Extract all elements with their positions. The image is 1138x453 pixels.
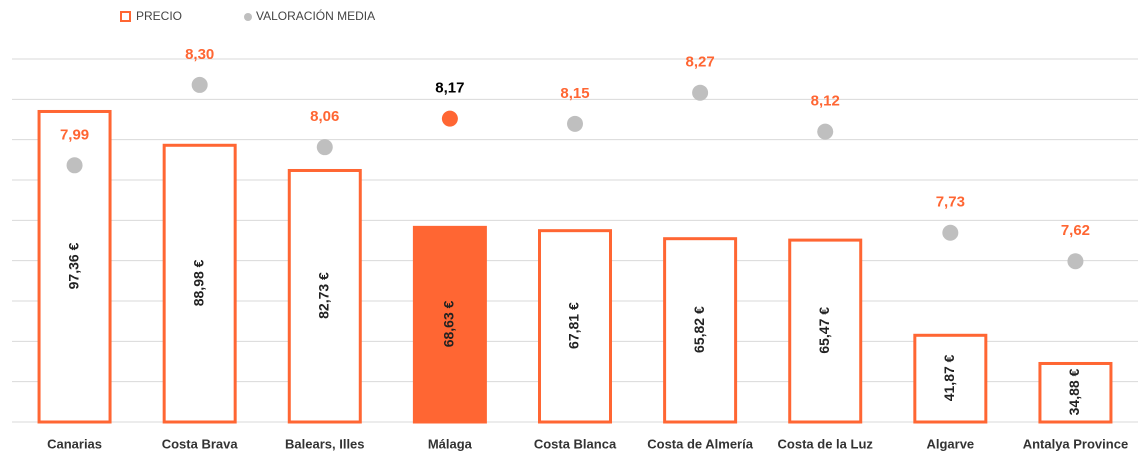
x-tick-label: Antalya Province <box>1023 436 1129 451</box>
x-tick-label: Costa Brava <box>162 436 239 451</box>
dot-label: 8,12 <box>811 93 840 110</box>
dot <box>316 139 333 156</box>
bar <box>287 168 362 424</box>
x-tick-label: Balears, Illes <box>285 436 365 451</box>
legend-swatch <box>120 11 131 22</box>
dot-label: 7,73 <box>936 194 965 211</box>
legend-label: VALORACIÓN MEDIA <box>256 8 375 23</box>
bar <box>162 143 237 424</box>
bar-label: 41,87 € <box>941 354 957 401</box>
bar <box>1038 361 1113 424</box>
dot <box>66 157 83 174</box>
x-tick-label: Costa Blanca <box>534 436 617 451</box>
bar-label: 97,36 € <box>65 242 81 289</box>
bar-label: 65,47 € <box>816 307 832 354</box>
legend-swatch <box>244 13 252 21</box>
bar <box>663 237 738 424</box>
legend-label: PRECIO <box>136 9 182 23</box>
dot <box>817 123 834 140</box>
dot-label: 8,06 <box>310 108 339 125</box>
dot <box>441 110 458 127</box>
x-tick-label: Costa de Almería <box>647 436 753 451</box>
bar-label: 34,88 € <box>1066 368 1082 415</box>
dot-label: 8,15 <box>560 85 589 102</box>
bar-label: 67,81 € <box>566 302 582 349</box>
bar-label: 68,63 € <box>441 300 457 347</box>
x-tick-label: Málaga <box>428 436 473 451</box>
bar-label: 82,73 € <box>315 272 331 319</box>
bar <box>412 225 487 424</box>
dot <box>567 115 583 132</box>
dot-label: 8,27 <box>686 54 715 71</box>
bar <box>538 229 612 424</box>
dot-label: 7,99 <box>60 126 89 143</box>
dot-label: 8,30 <box>185 46 214 63</box>
dot <box>1067 253 1084 270</box>
bar <box>788 238 863 424</box>
dot <box>942 224 959 241</box>
dot-label: 7,62 <box>1061 222 1090 239</box>
dot <box>191 76 208 93</box>
dot <box>692 84 709 101</box>
bar <box>913 333 988 424</box>
x-tick-label: Algarve <box>926 436 974 451</box>
dot-label: 8,17 <box>435 80 464 97</box>
bar-label: 65,82 € <box>691 306 707 353</box>
bar-label: 88,98 € <box>190 259 206 306</box>
x-tick-label: Costa de la Luz <box>778 436 874 451</box>
x-tick-label: Canarias <box>47 436 102 451</box>
